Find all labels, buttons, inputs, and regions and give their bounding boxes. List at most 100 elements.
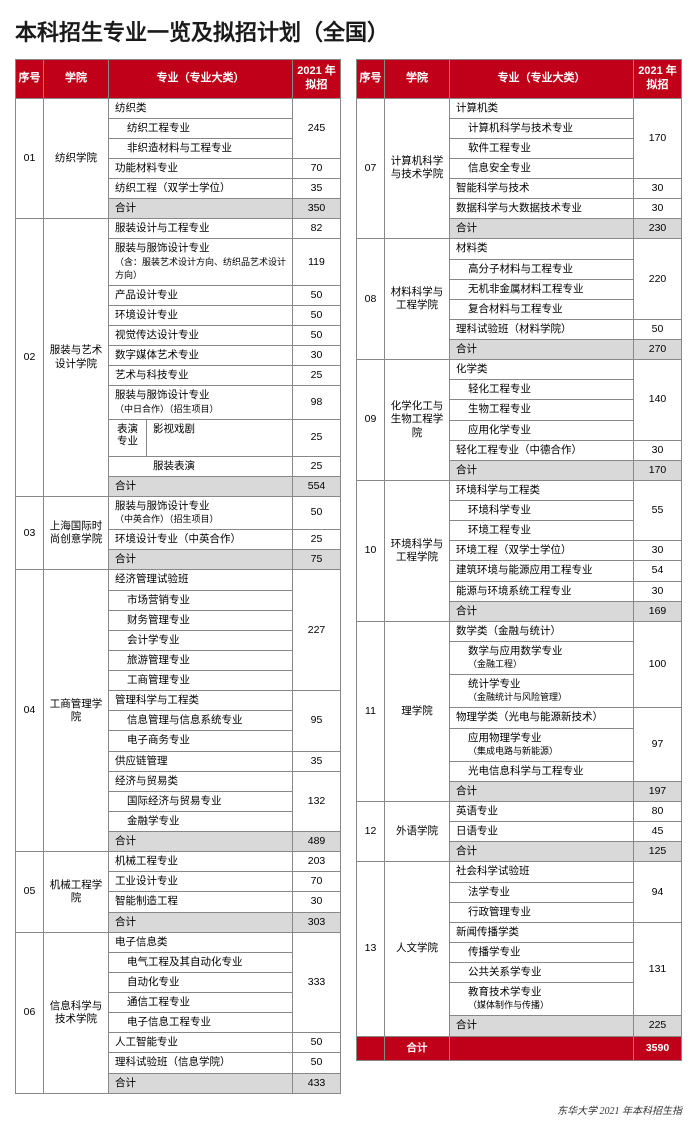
subtotal-value: 489 xyxy=(293,832,341,852)
num-cell: 98 xyxy=(293,386,341,419)
major-cell: 复合材料与工程专业 xyxy=(450,299,634,319)
num-cell: 203 xyxy=(293,852,341,872)
college-cell: 材料科学与工程学院 xyxy=(385,239,450,360)
major-cell: 服装与服饰设计专业（含：服装艺术设计方向、纺织品艺术设计方向） xyxy=(109,239,293,285)
subtotal-value: 170 xyxy=(634,460,682,480)
major-cell: 通信工程专业 xyxy=(109,993,293,1013)
right-table: 序号 学院 专业（专业大类） 2021 年拟招 07计算机科学与技术学院计算机类… xyxy=(356,59,682,1061)
subtotal-label: 合计 xyxy=(450,601,634,621)
major-cell: 服装设计与工程专业 xyxy=(109,219,293,239)
subtotal-value: 169 xyxy=(634,601,682,621)
th-major: 专业（专业大类） xyxy=(109,60,293,99)
major-cell: 工商管理专业 xyxy=(109,671,293,691)
major-cell: 数据科学与大数据技术专业 xyxy=(450,199,634,219)
grand-seq xyxy=(357,1036,385,1060)
num-cell: 25 xyxy=(293,530,341,550)
major-cell: 物理学类（光电与能源新技术） xyxy=(450,708,634,728)
th-seq: 序号 xyxy=(16,60,44,99)
num-cell: 30 xyxy=(293,892,341,912)
major-cell: 高分子材料与工程专业 xyxy=(450,259,634,279)
major-cell: 经济与贸易类 xyxy=(109,771,293,791)
major-cell: 英语专业 xyxy=(450,802,634,822)
major-cell: 电气工程及其自动化专业 xyxy=(109,952,293,972)
page-title: 本科招生专业一览及拟招计划（全国） xyxy=(15,15,682,47)
num-cell: 170 xyxy=(634,98,682,179)
num-cell: 30 xyxy=(293,346,341,366)
major-cell: 理科试验班（材料学院） xyxy=(450,319,634,339)
seq-cell: 05 xyxy=(16,852,44,933)
major-cell: 教育技术学专业（媒体制作与传播） xyxy=(450,983,634,1016)
grand-value: 3590 xyxy=(634,1036,682,1060)
seq-cell: 01 xyxy=(16,98,44,219)
major-cell: 轻化工程专业 xyxy=(450,380,634,400)
th-num: 2021 年拟招 xyxy=(293,60,341,99)
college-cell: 工商管理学院 xyxy=(44,570,109,852)
major-cell: 软件工程专业 xyxy=(450,138,634,158)
major-cell: 行政管理专业 xyxy=(450,902,634,922)
num-cell: 35 xyxy=(293,751,341,771)
college-cell: 化学化工与生物工程学院 xyxy=(385,360,450,481)
major-cell: 服装与服饰设计专业（中英合作）（招生项目） xyxy=(109,496,293,529)
num-cell: 333 xyxy=(293,932,341,1033)
college-cell: 环境科学与工程学院 xyxy=(385,480,450,621)
table-header-right: 序号 学院 专业（专业大类） 2021 年拟招 xyxy=(357,60,682,99)
subtotal-label: 合计 xyxy=(109,912,293,932)
major-cell: 旅游管理专业 xyxy=(109,650,293,670)
num-cell: 70 xyxy=(293,872,341,892)
major-cell: 服装与服饰设计专业（中日合作）（招生项目） xyxy=(109,386,293,419)
major-cell: 环境科学专业 xyxy=(450,501,634,521)
subtotal-value: 303 xyxy=(293,912,341,932)
major-cell: 人工智能专业 xyxy=(109,1033,293,1053)
num-cell: 50 xyxy=(293,326,341,346)
major-cell: 纺织类 xyxy=(109,98,293,118)
th-college: 学院 xyxy=(44,60,109,99)
subtotal-value: 433 xyxy=(293,1073,341,1093)
major-cell: 无机非金属材料工程专业 xyxy=(450,279,634,299)
num-cell: 50 xyxy=(293,305,341,325)
major-cell: 轻化工程专业（中德合作） xyxy=(450,440,634,460)
major-cell: 非织造材料与工程专业 xyxy=(109,138,293,158)
major-cell: 艺术与科技专业 xyxy=(109,366,293,386)
subtotal-label: 合计 xyxy=(450,219,634,239)
subtotal-value: 270 xyxy=(634,340,682,360)
major-cell: 视觉传达设计专业 xyxy=(109,326,293,346)
major-cell: 法学专业 xyxy=(450,882,634,902)
seq-cell: 09 xyxy=(357,360,385,481)
num-cell: 30 xyxy=(634,440,682,460)
subtotal-label: 合计 xyxy=(450,842,634,862)
th-major: 专业（专业大类） xyxy=(450,60,634,99)
major-cell: 市场营销专业 xyxy=(109,590,293,610)
major-cell: 统计学专业（金融统计与风险管理） xyxy=(450,675,634,708)
major-cell: 生物工程专业 xyxy=(450,400,634,420)
major-cell: 公共关系学专业 xyxy=(450,963,634,983)
major-cell: 功能材料专业 xyxy=(109,158,293,178)
num-cell: 30 xyxy=(634,541,682,561)
college-cell: 机械工程学院 xyxy=(44,852,109,933)
major-cell: 纺织工程专业 xyxy=(109,118,293,138)
num-cell: 55 xyxy=(634,480,682,540)
major-cell: 环境工程专业 xyxy=(450,521,634,541)
num-cell: 50 xyxy=(293,285,341,305)
major-cell: 智能科学与技术 xyxy=(450,179,634,199)
subtotal-label: 合计 xyxy=(450,781,634,801)
num-cell: 132 xyxy=(293,771,341,831)
th-num: 2021 年拟招 xyxy=(634,60,682,99)
major-cell: 环境工程（双学士学位） xyxy=(450,541,634,561)
subtotal-value: 230 xyxy=(634,219,682,239)
subtotal-value: 125 xyxy=(634,842,682,862)
num-cell: 54 xyxy=(634,561,682,581)
seq-cell: 11 xyxy=(357,621,385,801)
num-cell: 245 xyxy=(293,98,341,158)
major-cell: 管理科学与工程类 xyxy=(109,691,293,711)
college-cell: 上海国际时尚创意学院 xyxy=(44,496,109,570)
major-cell: 电子信息类 xyxy=(109,932,293,952)
subtotal-label: 合计 xyxy=(109,550,293,570)
num-cell: 227 xyxy=(293,570,341,691)
major-cell: 表演专业影视戏剧 xyxy=(109,419,293,456)
major-cell: 经济管理试验班 xyxy=(109,570,293,590)
tables-container: 序号 学院 专业（专业大类） 2021 年拟招 01纺织学院纺织类245纺织工程… xyxy=(15,59,682,1094)
footer-text: 东华大学 2021 年本科招生指 xyxy=(15,1102,682,1117)
major-cell: 机械工程专业 xyxy=(109,852,293,872)
num-cell: 80 xyxy=(634,802,682,822)
num-cell: 30 xyxy=(634,581,682,601)
